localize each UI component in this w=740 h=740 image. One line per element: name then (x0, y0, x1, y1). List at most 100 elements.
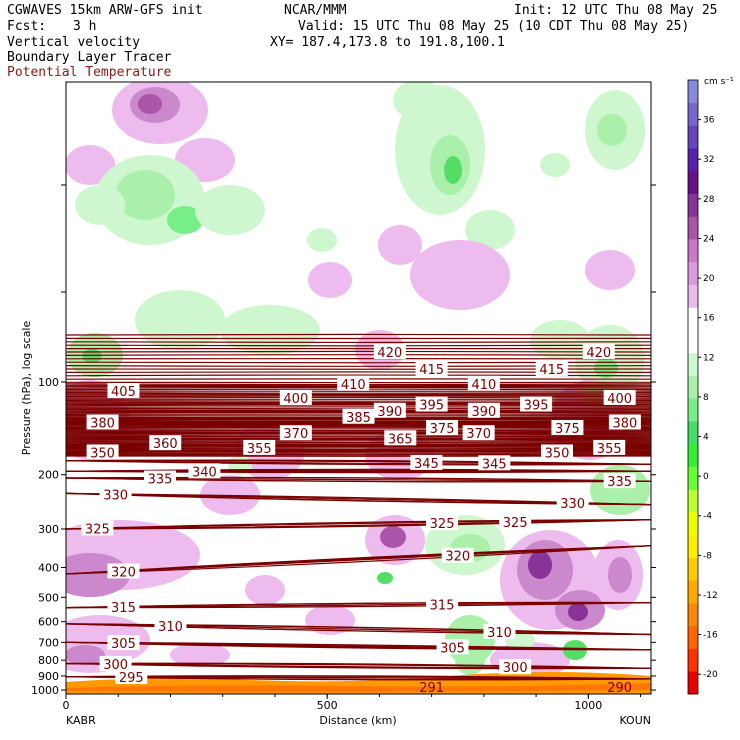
contour-label-bg (462, 425, 495, 441)
contour-label: 350 (545, 446, 570, 461)
contour-label: 345 (482, 457, 507, 472)
colorbar-label: 28 (703, 195, 715, 205)
contour-label: 315 (430, 598, 455, 613)
colorbar-label: 20 (703, 274, 715, 284)
isentrope-line (66, 662, 651, 669)
velocity-cell-30 (594, 358, 618, 378)
isentrope-line (66, 519, 651, 530)
colorbar-swatch (688, 512, 698, 536)
colorbar-swatch (688, 466, 698, 490)
velocity-cell-23 (135, 290, 225, 350)
colorbar-swatch (688, 375, 698, 399)
contour-label-bg (99, 486, 132, 502)
org-label: NCAR/MMM (284, 3, 347, 18)
contour-label-bg (342, 408, 375, 424)
velocity-cell-42 (380, 526, 406, 548)
surface-theta-label: 291 (419, 681, 444, 696)
x-left-station: KABR (66, 714, 96, 727)
contour-label: 300 (103, 658, 128, 673)
colorbar-swatch (688, 489, 698, 513)
isentrope-line (66, 365, 651, 367)
contour-label: 375 (555, 422, 580, 437)
velocity-cell-17 (465, 210, 515, 250)
colorbar-swatch (688, 398, 698, 422)
velocity-cell-16 (540, 153, 570, 177)
contour-label: 330 (103, 488, 128, 503)
colorbar-swatch (688, 648, 698, 672)
contour-label: 325 (430, 517, 455, 532)
velocity-cell-53 (377, 572, 393, 584)
y-tick-label: 400 (38, 561, 59, 574)
velocity-cell-9 (195, 185, 265, 235)
contour-label-bg (608, 414, 641, 430)
contour-label-bg (540, 444, 573, 460)
colorbar-label: 32 (703, 155, 714, 165)
colorbar-frame (687, 79, 699, 695)
colorbar-label: -16 (703, 631, 718, 641)
isentrope-line (66, 442, 651, 445)
colorbar-label: 0 (703, 472, 709, 482)
isentrope-line (66, 602, 651, 609)
contour-label: 410 (471, 378, 496, 393)
contour-label: 330 (560, 497, 585, 512)
colorbar-swatch (688, 307, 698, 331)
velocity-cell-52 (245, 575, 285, 605)
contour-label: 420 (586, 346, 611, 361)
isentrope-line (66, 403, 651, 406)
contour-label-bg (81, 520, 114, 536)
colorbar-swatch (688, 284, 698, 308)
isentrope-line (66, 623, 651, 636)
contour-label-bg (426, 515, 459, 531)
isentrope-line (66, 350, 651, 353)
contour-label-bg (107, 383, 140, 399)
contour-label: 335 (607, 475, 632, 490)
colorbar-swatch (688, 148, 698, 172)
contour-label-bg (499, 659, 532, 675)
contour-label: 385 (346, 411, 371, 426)
forecast-label: Fcst: (7, 19, 47, 34)
isentrope-line (66, 404, 651, 407)
colorbar-label: -4 (703, 512, 712, 522)
velocity-cell-8 (75, 185, 125, 225)
contour-label-bg (337, 375, 370, 391)
colorbar-swatch (688, 216, 698, 240)
isentrope-line (66, 361, 651, 364)
isentrope-line (66, 391, 651, 394)
x-axis-label: Distance (km) (319, 714, 396, 727)
x-tick-label: 1000 (574, 699, 602, 712)
contour-label-bg (410, 454, 443, 470)
field-vertical-velocity: Vertical velocity (7, 35, 141, 50)
contour-label-bg (86, 444, 119, 460)
contour-label-bg (107, 563, 140, 579)
isentrope-line (66, 374, 651, 377)
velocity-cell-13 (393, 82, 443, 120)
contour-label-bg (520, 396, 553, 412)
contour-label-bg (144, 470, 177, 486)
colorbar-label: 4 (703, 433, 709, 443)
contour-label-bg (603, 473, 636, 489)
contour-label: 320 (445, 550, 470, 565)
y-tick-label: 500 (38, 591, 59, 604)
contour-label-bg (149, 435, 182, 451)
isentrope-line (66, 623, 651, 636)
contour-label-bg (279, 389, 312, 405)
colorbar-swatch (688, 125, 698, 149)
velocity-cell-22 (307, 228, 337, 252)
contour-label: 370 (283, 427, 308, 442)
colorbar-label: 36 (703, 116, 715, 126)
contour-label: 325 (503, 516, 528, 531)
contour-label-bg (478, 455, 511, 471)
contour-label: 370 (466, 427, 491, 442)
contour-label-bg (603, 389, 636, 405)
y-tick-label: 200 (38, 469, 59, 482)
field-potential-temperature: Potential Temperature (7, 65, 172, 80)
contour-label: 415 (419, 363, 444, 378)
contour-label: 345 (414, 457, 439, 472)
isentrope-line (66, 545, 651, 575)
contour-label-bg (243, 439, 276, 455)
plot-frame (65, 81, 652, 695)
x-right-station: KOUN (619, 714, 651, 727)
contour-label: 375 (430, 422, 455, 437)
contour-label: 355 (597, 442, 622, 457)
isentrope-line (66, 676, 651, 681)
